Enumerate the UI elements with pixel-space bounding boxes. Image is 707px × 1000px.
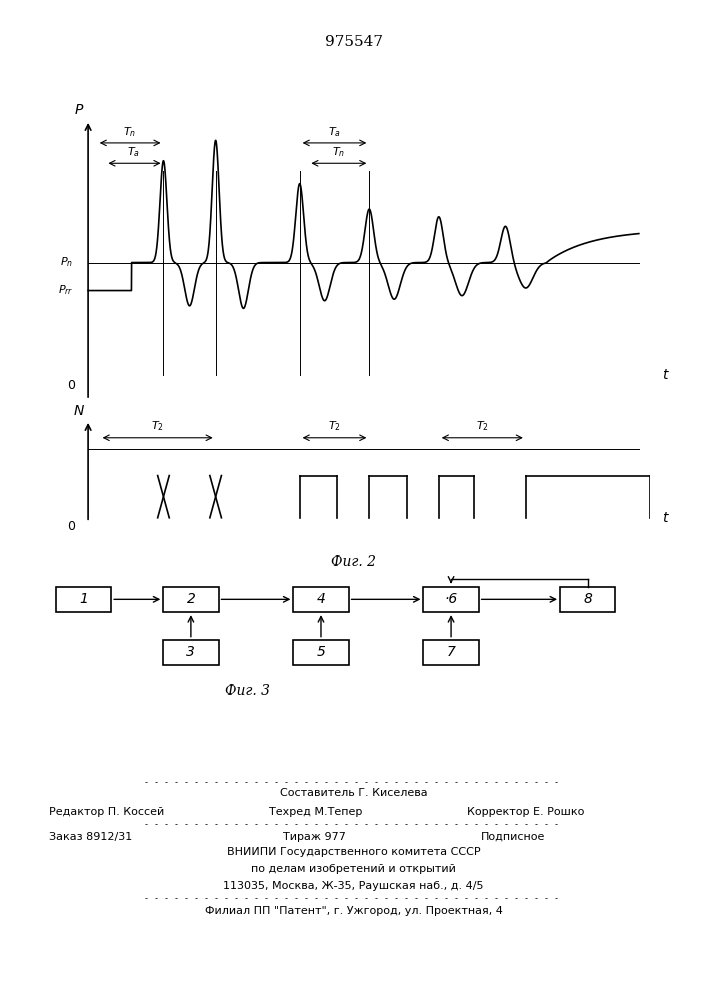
Text: Корректор Е. Рошко: Корректор Е. Рошко [467, 807, 584, 817]
Text: Фиг. 2: Фиг. 2 [331, 555, 376, 569]
Text: 975547: 975547 [325, 35, 382, 49]
Text: $0$: $0$ [67, 520, 76, 533]
Text: $P_{n}$: $P_{n}$ [61, 256, 74, 269]
Bar [423, 586, 479, 612]
Text: Подписное: Подписное [481, 832, 545, 842]
Text: $P$: $P$ [74, 103, 85, 117]
Text: - - - - - - - - - - - - - - - - - - - - - - - - - - - - - - - - - - - - - - - - : - - - - - - - - - - - - - - - - - - - - … [144, 894, 563, 903]
Bar [293, 586, 349, 612]
Text: 2: 2 [187, 592, 195, 606]
Text: ·6: ·6 [445, 592, 457, 606]
Text: - - - - - - - - - - - - - - - - - - - - - - - - - - - - - - - - - - - - - - - - : - - - - - - - - - - - - - - - - - - - - … [144, 820, 563, 829]
Text: $T_2$: $T_2$ [328, 420, 341, 433]
Text: Редактор П. Коссей: Редактор П. Коссей [49, 807, 165, 817]
Text: $T_2$: $T_2$ [476, 420, 489, 433]
Text: ВНИИПИ Государственного комитета СССР: ВНИИПИ Государственного комитета СССР [227, 847, 480, 857]
Text: 113035, Москва, Ж-35, Раушская наб., д. 4/5: 113035, Москва, Ж-35, Раушская наб., д. … [223, 881, 484, 891]
Text: $T_{n}$: $T_{n}$ [332, 145, 345, 159]
Bar [163, 640, 218, 665]
Text: $T_{a}$: $T_{a}$ [127, 145, 140, 159]
Text: Заказ 8912/31: Заказ 8912/31 [49, 832, 133, 842]
Text: Тираж 977: Тираж 977 [283, 832, 346, 842]
Text: $t$: $t$ [662, 368, 670, 382]
Text: $t$: $t$ [662, 511, 670, 525]
Text: 7: 7 [447, 646, 455, 660]
Text: Техред М.Тепер: Техред М.Тепер [269, 807, 362, 817]
Text: $0$: $0$ [67, 379, 76, 392]
Text: $T_2$: $T_2$ [151, 420, 164, 433]
Text: $N$: $N$ [74, 404, 86, 418]
Text: - - - - - - - - - - - - - - - - - - - - - - - - - - - - - - - - - - - - - - - - : - - - - - - - - - - - - - - - - - - - - … [144, 778, 563, 787]
Text: 4: 4 [317, 592, 325, 606]
Text: Филиал ПП "Патент", г. Ужгород, ул. Проектная, 4: Филиал ПП "Патент", г. Ужгород, ул. Прое… [204, 906, 503, 916]
Text: 1: 1 [79, 592, 88, 606]
Text: 3: 3 [187, 646, 195, 660]
Text: 5: 5 [317, 646, 325, 660]
Bar [56, 586, 111, 612]
Text: Составитель Г. Киселева: Составитель Г. Киселева [280, 788, 427, 798]
Text: по делам изобретений и открытий: по делам изобретений и открытий [251, 864, 456, 874]
Bar [423, 640, 479, 665]
Text: Фиг. 3: Фиг. 3 [225, 684, 270, 698]
Bar [560, 586, 615, 612]
Text: $P_{rr}$: $P_{rr}$ [58, 284, 74, 297]
Text: 8: 8 [583, 592, 592, 606]
Bar [293, 640, 349, 665]
Bar [163, 586, 218, 612]
Text: $T_{n}$: $T_{n}$ [123, 125, 136, 139]
Text: $T_{a}$: $T_{a}$ [328, 125, 341, 139]
